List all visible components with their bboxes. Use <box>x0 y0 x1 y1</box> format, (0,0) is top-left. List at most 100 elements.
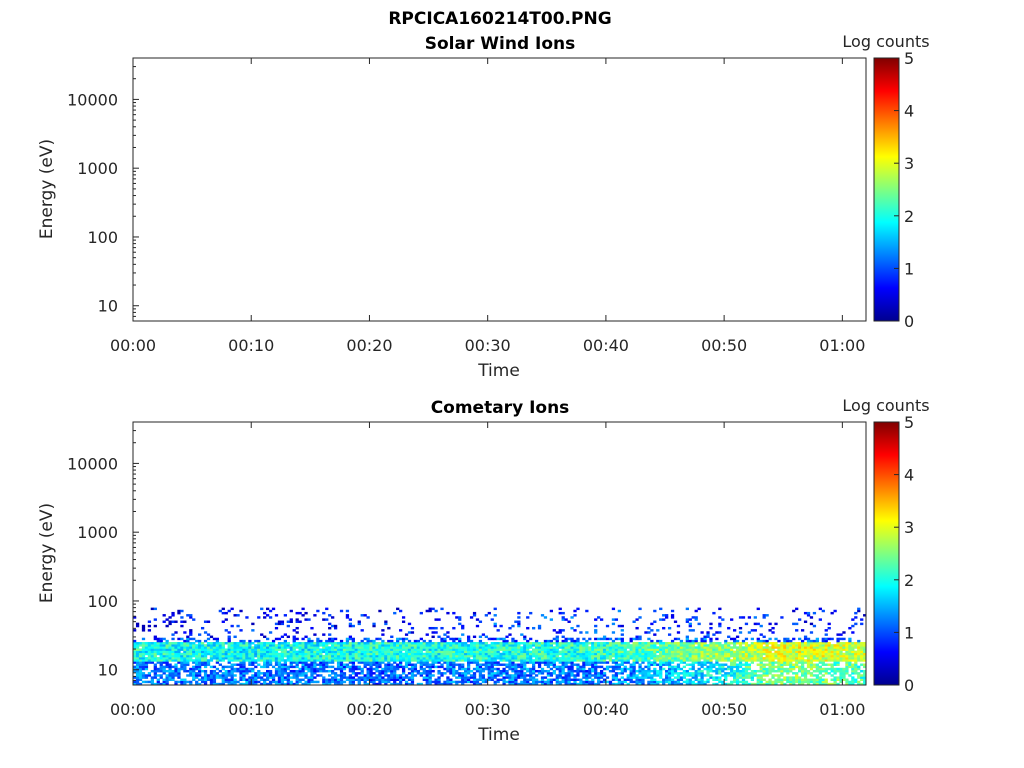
heatmap-cell <box>670 674 675 677</box>
heatmap-cell <box>552 629 556 632</box>
heatmap-cell <box>709 637 713 641</box>
heatmap-cell <box>588 682 592 686</box>
heatmap-cell <box>200 669 205 673</box>
heatmap-cell <box>230 646 234 649</box>
heatmap-cell <box>263 611 267 615</box>
heatmap-cell <box>851 657 855 660</box>
heatmap-cell <box>224 680 228 684</box>
heatmap-cell <box>594 631 598 634</box>
heatmap-cell <box>399 659 403 662</box>
heatmap-cell <box>576 637 580 641</box>
heatmap-cell <box>150 669 154 673</box>
heatmap-cell <box>534 652 539 656</box>
heatmap-cell <box>478 676 483 679</box>
heatmap-cell <box>452 654 456 658</box>
heatmap-cell <box>762 616 766 619</box>
heatmap-cell <box>851 669 855 673</box>
heatmap-cell <box>724 682 728 686</box>
heatmap-cell <box>153 652 157 656</box>
heatmap-cell <box>313 669 317 673</box>
heatmap-cell <box>854 672 858 675</box>
heatmap-cell <box>511 642 515 645</box>
heatmap-cell <box>694 661 698 664</box>
heatmap-cell <box>419 642 423 645</box>
heatmap-cell <box>464 669 468 673</box>
heatmap-cell <box>830 611 834 615</box>
heatmap-cell <box>150 648 154 651</box>
heatmap-cell <box>443 648 447 651</box>
heatmap-cell <box>561 669 565 673</box>
heatmap-cell <box>339 682 344 686</box>
heatmap-cell <box>863 657 867 660</box>
heatmap-cell <box>620 652 624 656</box>
heatmap-cell <box>342 663 347 666</box>
heatmap-cell <box>410 654 415 658</box>
heatmap-cell <box>399 637 403 641</box>
heatmap-cell <box>449 652 453 656</box>
heatmap-cell <box>206 646 211 649</box>
heatmap-cell <box>768 667 772 671</box>
heatmap-cell <box>478 635 483 639</box>
heatmap-cell <box>304 667 308 671</box>
heatmap-cell <box>227 648 231 651</box>
heatmap-cell <box>543 676 548 679</box>
heatmap-cell <box>673 667 678 671</box>
heatmap-cell <box>818 648 822 651</box>
heatmap-cell <box>759 682 763 686</box>
heatmap-cell <box>428 669 432 673</box>
heatmap-cell <box>141 654 146 658</box>
heatmap-cell <box>653 678 657 681</box>
heatmap-cell <box>212 676 217 679</box>
heatmap-cell <box>449 650 453 654</box>
heatmap-cell <box>292 639 296 643</box>
heatmap-cell <box>591 644 595 647</box>
heatmap-cell <box>331 669 335 673</box>
heatmap-cell <box>845 648 849 651</box>
heatmap-cell <box>833 644 837 647</box>
heatmap-cell <box>614 657 619 660</box>
heatmap-cell <box>673 669 678 673</box>
heatmap-cell <box>830 657 834 660</box>
heatmap-cell <box>662 678 666 681</box>
heatmap-cell <box>594 637 598 641</box>
heatmap-cell <box>809 678 814 681</box>
heatmap-cell <box>697 661 701 664</box>
heatmap-cell <box>331 624 335 628</box>
heatmap-cell <box>171 646 175 649</box>
heatmap-cell <box>836 646 840 649</box>
heatmap-cell <box>428 652 432 656</box>
heatmap-cell <box>836 678 840 681</box>
heatmap-cell <box>230 680 234 684</box>
heatmap-cell <box>156 637 160 641</box>
heatmap-cell <box>635 618 639 621</box>
heatmap-cell <box>558 646 562 649</box>
heatmap-cell <box>301 646 305 649</box>
heatmap-cell <box>437 652 441 656</box>
heatmap-cell <box>688 650 692 654</box>
heatmap-cell <box>546 650 551 654</box>
heatmap-cell <box>608 642 613 645</box>
heatmap-cell <box>809 648 814 651</box>
heatmap-cell <box>452 680 456 684</box>
heatmap-cell <box>665 680 669 684</box>
heatmap-cell <box>706 654 710 658</box>
heatmap-cell <box>203 669 208 673</box>
heatmap-cell <box>469 616 474 619</box>
heatmap-cell <box>384 669 388 673</box>
heatmap-cell <box>206 678 211 681</box>
heatmap-cell <box>626 657 630 660</box>
heatmap-cell <box>762 663 766 666</box>
heatmap-cell <box>836 639 840 643</box>
heatmap-cell <box>419 654 423 658</box>
y-tick-label: 100 <box>87 228 118 247</box>
heatmap-cell <box>738 665 743 669</box>
heatmap-cell <box>366 644 370 647</box>
heatmap-cell <box>697 674 701 677</box>
heatmap-cell <box>466 635 471 639</box>
heatmap-cell <box>147 624 152 628</box>
heatmap-cell <box>458 639 462 643</box>
heatmap-cell <box>266 676 270 679</box>
heatmap-cell <box>623 644 627 647</box>
heatmap-cell <box>523 674 527 677</box>
heatmap-cell <box>360 654 364 658</box>
